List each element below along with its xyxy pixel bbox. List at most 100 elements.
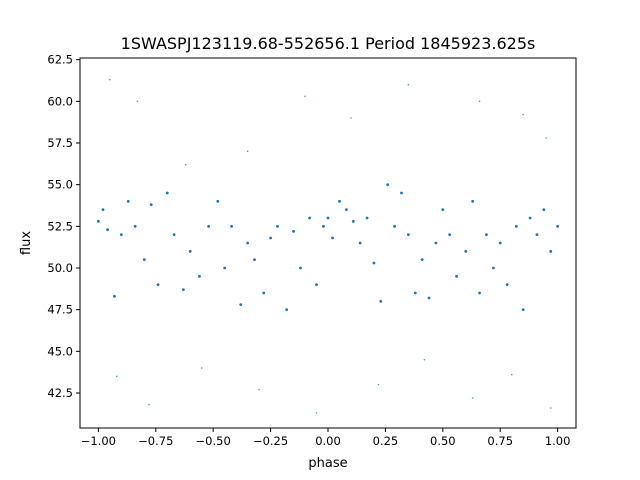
outlier-point xyxy=(545,137,547,139)
data-point xyxy=(434,241,438,245)
data-point xyxy=(535,233,539,237)
data-point xyxy=(485,233,488,237)
data-point xyxy=(207,224,210,228)
y-axis-label: flux xyxy=(19,231,34,255)
outlier-point xyxy=(471,397,474,399)
data-point xyxy=(556,224,560,228)
data-point xyxy=(285,308,289,312)
x-tick-label: 0.25 xyxy=(373,434,399,448)
outlier-point xyxy=(304,95,306,98)
data-point xyxy=(299,266,302,270)
x-axis-label: phase xyxy=(308,456,347,471)
data-point xyxy=(113,294,116,298)
y-axis-ticks: 42.5 45.0 47.5 50.0 52.5 55.0 57.5 60.0 62.5 xyxy=(47,53,80,400)
y-tick-label: 47.5 xyxy=(47,303,73,317)
x-tick-label: 0.75 xyxy=(487,434,513,448)
data-point xyxy=(386,183,390,187)
data-point xyxy=(331,236,334,240)
data-point xyxy=(379,299,383,303)
data-point xyxy=(239,303,243,307)
outlier-point xyxy=(115,375,118,378)
data-point xyxy=(498,241,502,245)
data-point xyxy=(276,224,279,228)
data-point xyxy=(246,241,250,245)
outlier-point xyxy=(184,163,187,166)
outlier-point xyxy=(407,83,410,86)
data-point xyxy=(344,208,348,212)
data-point xyxy=(262,291,266,295)
data-point xyxy=(338,199,341,203)
outlier-point xyxy=(510,373,513,376)
data-point xyxy=(455,274,458,278)
data-point xyxy=(172,233,176,237)
outlier-point xyxy=(423,358,426,361)
data-point xyxy=(351,219,355,223)
data-point xyxy=(322,224,325,228)
outlier-point xyxy=(549,407,552,409)
outlier-point xyxy=(246,150,249,153)
data-point xyxy=(406,233,410,237)
data-point xyxy=(133,224,137,228)
y-tick-label: 45.0 xyxy=(47,344,73,358)
data-point xyxy=(441,208,445,212)
data-point xyxy=(491,266,495,270)
data-point xyxy=(149,203,153,207)
data-point xyxy=(549,249,553,253)
data-point xyxy=(188,249,192,253)
data-point xyxy=(542,208,546,212)
data-point xyxy=(181,288,185,292)
data-point xyxy=(253,258,256,262)
data-point xyxy=(420,258,424,262)
data-point xyxy=(106,228,109,232)
outlier-point xyxy=(258,388,260,391)
x-tick-label: 0.50 xyxy=(430,434,456,448)
data-point xyxy=(528,216,532,220)
x-tick-label: −0.75 xyxy=(138,434,173,448)
data-point xyxy=(372,261,376,265)
data-point xyxy=(230,224,233,228)
y-tick-label: 52.5 xyxy=(47,219,73,233)
data-points xyxy=(96,78,560,414)
data-point xyxy=(464,249,468,253)
data-point xyxy=(471,199,475,203)
data-point xyxy=(119,233,123,237)
outlier-point xyxy=(377,383,380,386)
outlier-point xyxy=(109,78,111,81)
data-point xyxy=(358,241,362,245)
y-tick-label: 60.0 xyxy=(47,94,73,108)
data-point xyxy=(365,216,369,220)
data-point xyxy=(413,291,417,295)
outlier-point xyxy=(315,412,318,414)
outlier-point xyxy=(200,367,203,369)
outlier-point xyxy=(350,117,352,119)
data-point xyxy=(126,199,130,203)
data-point xyxy=(478,291,481,295)
data-point xyxy=(165,191,169,195)
data-point xyxy=(142,258,146,262)
data-point xyxy=(315,283,318,287)
chart-title: 1SWASPJ123119.68-552656.1 Period 1845923… xyxy=(121,34,536,53)
x-tick-label: −0.50 xyxy=(196,434,231,448)
y-tick-label: 50.0 xyxy=(47,261,73,275)
data-point xyxy=(223,266,227,270)
data-point xyxy=(400,191,403,195)
outlier-point xyxy=(478,100,481,103)
y-tick-label: 42.5 xyxy=(47,386,73,400)
outlier-point xyxy=(522,113,524,116)
data-point xyxy=(521,308,525,312)
data-point xyxy=(505,283,509,287)
data-point xyxy=(216,199,220,203)
outlier-point xyxy=(136,100,139,103)
data-point xyxy=(96,219,100,223)
x-tick-label: −1.00 xyxy=(81,434,116,448)
y-tick-label: 62.5 xyxy=(47,53,73,67)
data-point xyxy=(326,216,330,220)
data-point xyxy=(308,216,312,220)
outlier-point xyxy=(148,403,150,406)
x-axis-ticks: −1.00 −0.75 −0.50 −0.25 0.00 0.25 0.50 0.75 1.00 xyxy=(81,428,570,448)
data-point xyxy=(198,274,201,278)
x-tick-label: −0.25 xyxy=(253,434,288,448)
data-point xyxy=(448,233,452,237)
